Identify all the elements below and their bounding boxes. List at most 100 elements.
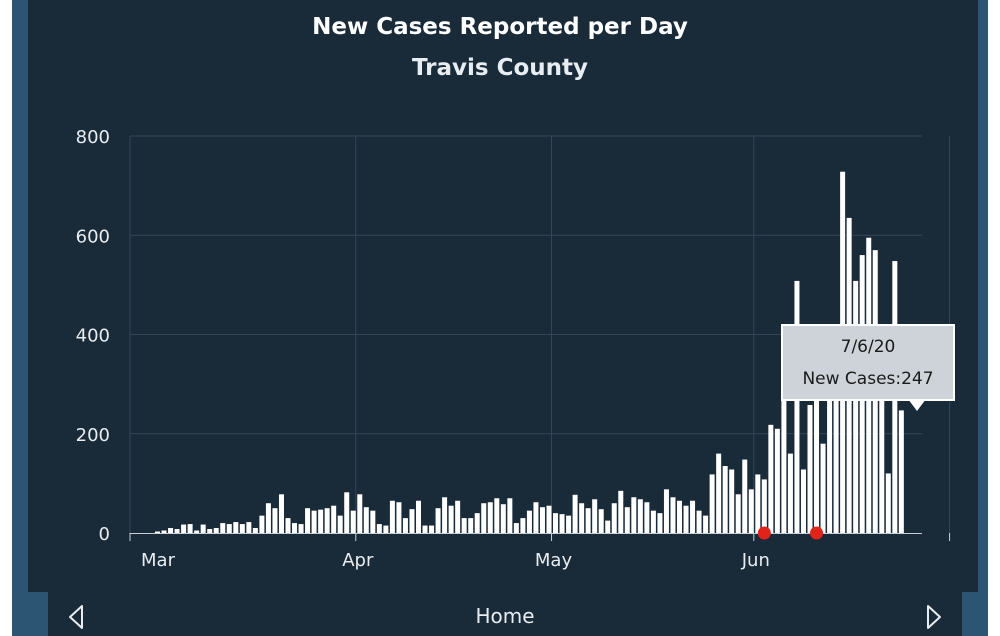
x-tick-label-may: May [535, 550, 573, 571]
bar-day-77 [657, 513, 663, 533]
bar-day-49 [474, 513, 480, 533]
chevron-right-icon [927, 605, 941, 629]
bar-day-27 [331, 505, 337, 533]
bar-day-88 [729, 469, 735, 533]
bar-day-51 [487, 502, 493, 533]
bar-day-74 [637, 499, 643, 533]
bar-day-14 [246, 522, 252, 533]
y-tick-label-600: 600 [76, 226, 110, 247]
bar-day-107 [853, 280, 859, 533]
bar-day-83 [696, 510, 702, 533]
bar-day-6 [194, 530, 200, 533]
bar-day-35 [383, 525, 389, 533]
bar-day-69 [605, 520, 611, 533]
prev-button[interactable] [64, 604, 88, 630]
bar-day-19 [278, 494, 284, 533]
bar-day-68 [598, 509, 604, 533]
bar-day-24 [311, 510, 317, 533]
bar-day-12 [233, 522, 239, 533]
tooltip-value: 247 [901, 369, 934, 389]
bar-day-73 [631, 497, 637, 533]
bar-day-52 [494, 498, 500, 533]
bar-day-20 [285, 518, 291, 533]
bar-day-71 [618, 490, 624, 533]
next-button[interactable] [922, 604, 946, 630]
bar-day-112 [885, 473, 891, 533]
x-tick-label-jun: Jun [741, 550, 770, 571]
home-label[interactable]: Home [475, 604, 535, 628]
bar-day-8 [207, 529, 213, 533]
bar-day-47 [461, 518, 467, 533]
tooltip-line: New Cases:247 [783, 369, 953, 389]
bar-day-46 [455, 500, 461, 533]
bar-day-90 [742, 459, 748, 533]
bar-day-25 [318, 509, 324, 533]
right-edge [988, 0, 1000, 636]
bar-day-18 [272, 508, 278, 533]
bar-day-70 [611, 503, 617, 533]
chart-subtitle: Travis County [411, 55, 588, 81]
bar-day-111 [879, 374, 885, 533]
tooltip-arrow [908, 399, 926, 411]
bar-day-97 [787, 453, 793, 533]
bar-day-79 [670, 497, 676, 533]
bar-day-7 [200, 524, 206, 533]
bar-day-45 [448, 505, 454, 533]
bar-day-43 [435, 508, 441, 533]
bar-day-50 [481, 503, 487, 533]
bar-day-100 [807, 404, 813, 533]
bar-day-67 [592, 499, 598, 533]
bar-day-17 [265, 503, 271, 533]
bar-day-75 [644, 502, 650, 533]
bar-day-93 [761, 479, 767, 533]
bar-day-41 [422, 525, 428, 533]
bar-day-102 [820, 443, 826, 533]
tooltip-label: New Cases: [802, 369, 902, 389]
bar-day-16 [259, 515, 265, 533]
bar-day-9 [213, 528, 219, 533]
bar-day-40 [416, 500, 421, 533]
bar-day-4 [181, 524, 187, 533]
bar-day-3 [174, 529, 180, 533]
bar-day-54 [507, 498, 513, 533]
bar-day-44 [442, 497, 448, 533]
bar-chart: 0 200 400 600 800 Mar Apr May Jun [76, 127, 951, 571]
bar-day-55 [513, 523, 519, 533]
bar-day-114 [898, 410, 904, 533]
chart-title: New Cases Reported per Day [312, 14, 688, 40]
bar-day-59 [539, 507, 545, 533]
bar-day-63 [566, 515, 572, 533]
bar-day-91 [748, 489, 754, 533]
bar-day-53 [500, 504, 506, 533]
event-marker-1 [757, 526, 771, 540]
chevron-left-icon [69, 605, 83, 629]
bar-day-89 [735, 494, 741, 533]
bar-day-38 [402, 518, 408, 533]
bar-day-57 [526, 510, 532, 533]
bar-day-23 [305, 508, 311, 533]
bar-day-22 [298, 524, 304, 533]
bar-day-13 [239, 524, 245, 533]
bar-day-81 [683, 505, 689, 533]
bar-day-101 [814, 384, 820, 533]
data-tooltip: 7/6/20 New Cases:247 [781, 324, 955, 401]
bar-day-66 [585, 508, 591, 533]
bar-day-39 [409, 509, 415, 533]
bar-day-80 [677, 500, 682, 533]
bar-day-72 [624, 507, 630, 533]
bar-day-86 [716, 453, 722, 533]
bar-day-32 [363, 507, 369, 533]
bottom-nav-bar [48, 592, 962, 636]
bar-day-65 [579, 503, 585, 533]
bar-day-82 [690, 500, 696, 533]
bar-day-0 [155, 531, 160, 533]
bar-day-94 [768, 424, 774, 533]
bar-day-42 [429, 525, 435, 533]
bar-day-78 [663, 489, 669, 533]
bar-day-60 [546, 505, 552, 533]
bar-day-34 [376, 524, 382, 533]
bar-day-98 [794, 280, 800, 533]
left-edge [0, 0, 12, 636]
bar-day-1 [161, 530, 167, 533]
bar-day-103 [827, 374, 833, 533]
